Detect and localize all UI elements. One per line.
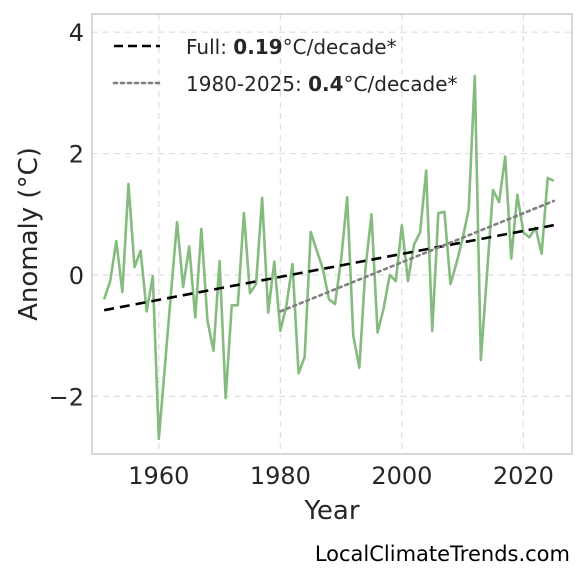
- trend-line-1980-2025: [279, 199, 556, 313]
- y-axis-title: Anomaly (°C): [14, 147, 44, 321]
- y-tick-label: −2: [49, 383, 84, 411]
- plot-frame: [91, 13, 573, 455]
- legend-label: 1980-2025: 0.4°C/decade*: [186, 72, 458, 96]
- series-group: [102, 74, 556, 441]
- x-tick-label: 2000: [371, 462, 432, 490]
- legend-label: Full: 0.19°C/decade*: [186, 35, 397, 59]
- plot-background: [92, 14, 572, 454]
- trend-line-full: [103, 223, 555, 312]
- x-tick-label: 2020: [493, 462, 554, 490]
- y-tick-label: 2: [69, 141, 84, 169]
- x-axis-title: Year: [303, 496, 359, 526]
- x-tick-labels: 1960 1980 2000 2020: [128, 462, 554, 490]
- watermark: LocalClimateTrends.com: [315, 542, 570, 566]
- y-tick-label: 4: [69, 19, 84, 47]
- y-tick-label: 0: [69, 262, 84, 290]
- x-tick-label: 1960: [128, 462, 189, 490]
- x-tick-label: 1980: [250, 462, 311, 490]
- y-tick-labels: −2 0 2 4: [49, 19, 84, 411]
- legend: Full: 0.19°C/decade* 1980-2025: 0.4°C/dec…: [112, 35, 458, 96]
- anomaly-series-line: [102, 74, 555, 441]
